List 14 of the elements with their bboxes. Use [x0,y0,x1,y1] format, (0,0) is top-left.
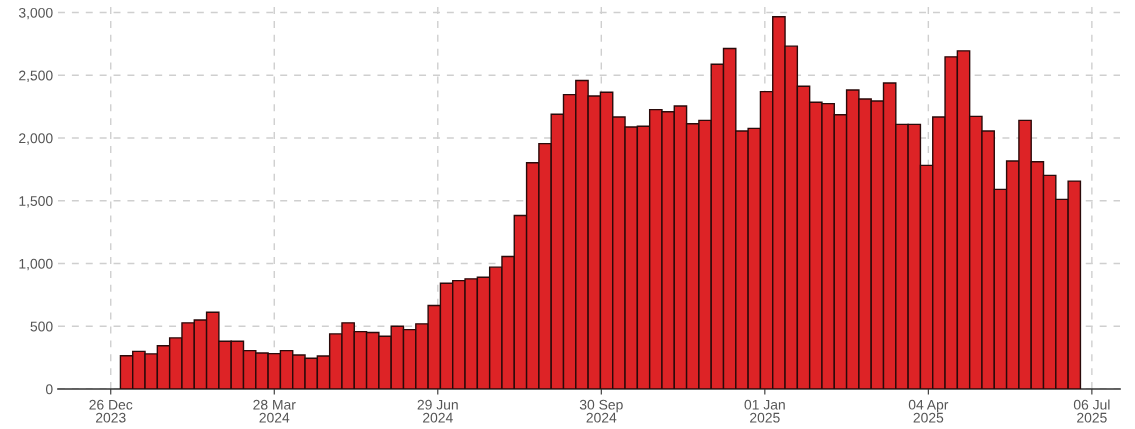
x-tick-label: 28 Mar 2024 [253,399,296,423]
y-tick-label: 3,000 [18,7,53,20]
x-tick-label: 01 Jan 2025 [744,399,785,423]
x-tick-label: 30 Sep 2024 [579,399,623,423]
y-tick-label: 2,000 [19,133,53,145]
x-tick-label: 26 Dec 2023 [89,399,133,423]
y-tick-label: 1,000 [19,258,53,271]
x-tick-label: 06 Jul 2025 [1073,399,1110,423]
y-tick-label: 1,500 [19,196,53,208]
y-tick-label: 500 [30,321,53,332]
y-tick-label: 2,500 [19,70,53,83]
x-tick-label: 04 Apr 2025 [908,399,949,423]
x-tick-label: 29 Jun 2024 [417,399,458,423]
y-tick-label: 0 [45,384,53,395]
